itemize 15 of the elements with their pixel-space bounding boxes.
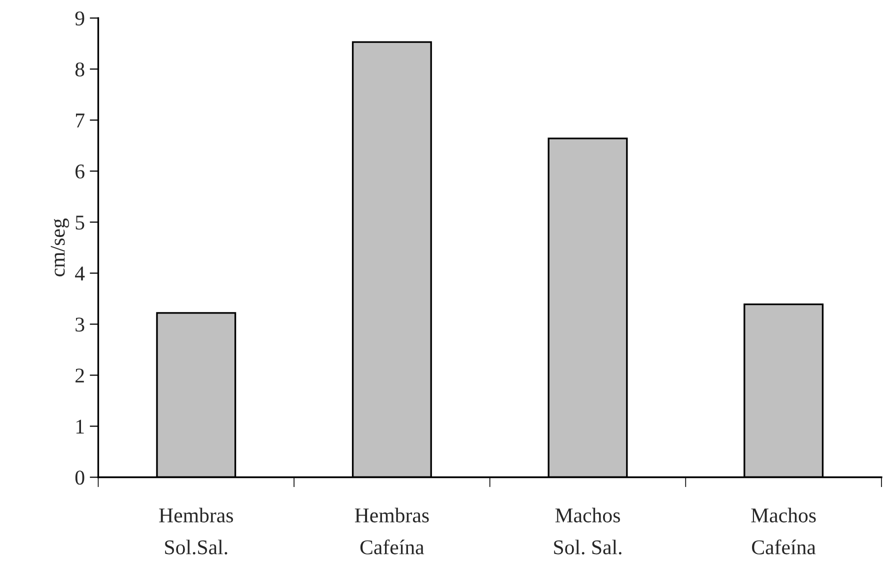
x-tick-label: Machos Cafeína bbox=[751, 508, 816, 554]
y-tick-label: 8 bbox=[75, 62, 84, 76]
x-tick-label: Machos Sol. Sal. bbox=[554, 508, 622, 554]
x-tick-label: Hembras Sol.Sal. bbox=[159, 508, 233, 554]
y-tick-label: 3 bbox=[76, 318, 84, 332]
y-tick-label: 7 bbox=[76, 114, 84, 128]
y-tick-label: 0 bbox=[75, 470, 84, 485]
y-tick-label: 5 bbox=[76, 216, 84, 230]
y-tick-label: 6 bbox=[76, 164, 84, 179]
y-tick-label: 9 bbox=[75, 11, 84, 26]
y-tick-label: 2 bbox=[76, 368, 84, 382]
y-tick-label: 1 bbox=[76, 420, 84, 434]
x-tick-label: Hembras Cafeína bbox=[354, 508, 429, 554]
y-axis-title: cm/seg bbox=[50, 218, 70, 276]
y-tick-label: 4 bbox=[75, 266, 85, 280]
